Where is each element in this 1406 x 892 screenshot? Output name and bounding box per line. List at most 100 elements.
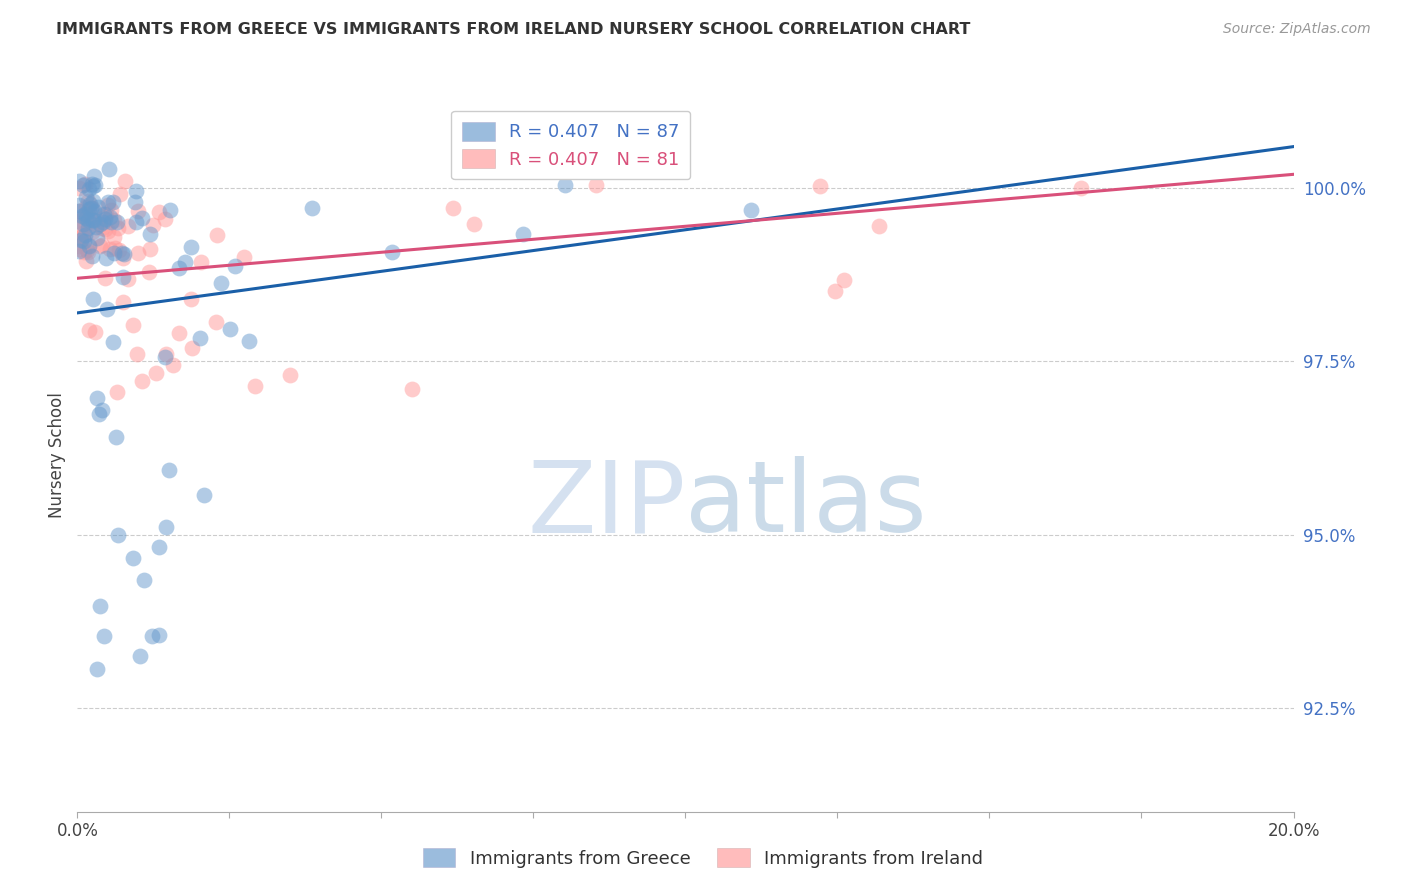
Legend: R = 0.407   N = 87, R = 0.407   N = 81: R = 0.407 N = 87, R = 0.407 N = 81 bbox=[451, 111, 690, 179]
Point bbox=[67, 204, 90, 219]
Point bbox=[82, 177, 104, 191]
Point bbox=[103, 246, 125, 260]
Point bbox=[124, 194, 146, 209]
Point bbox=[72, 178, 94, 192]
Point bbox=[77, 194, 100, 208]
Point bbox=[107, 221, 129, 235]
Point bbox=[73, 209, 96, 223]
Point bbox=[832, 273, 855, 287]
Point bbox=[180, 239, 202, 253]
Point bbox=[122, 551, 145, 566]
Point bbox=[94, 211, 117, 226]
Text: IMMIGRANTS FROM GREECE VS IMMIGRANTS FROM IRELAND NURSERY SCHOOL CORRELATION CHA: IMMIGRANTS FROM GREECE VS IMMIGRANTS FRO… bbox=[56, 22, 970, 37]
Point bbox=[67, 216, 90, 230]
Point bbox=[740, 202, 762, 217]
Point bbox=[87, 200, 110, 214]
Point bbox=[77, 238, 100, 252]
Point bbox=[67, 244, 90, 259]
Point bbox=[238, 334, 260, 349]
Point bbox=[100, 242, 122, 256]
Point bbox=[84, 219, 107, 234]
Point bbox=[75, 228, 97, 243]
Point bbox=[79, 197, 101, 211]
Point bbox=[142, 219, 165, 233]
Point bbox=[808, 179, 831, 194]
Point bbox=[94, 271, 117, 285]
Point bbox=[90, 403, 112, 417]
Point bbox=[76, 205, 98, 219]
Point bbox=[124, 215, 146, 229]
Text: Source: ZipAtlas.com: Source: ZipAtlas.com bbox=[1223, 22, 1371, 37]
Point bbox=[77, 202, 100, 216]
Point bbox=[103, 334, 125, 349]
Point bbox=[67, 173, 90, 187]
Point bbox=[139, 227, 162, 242]
Point bbox=[104, 241, 127, 255]
Point bbox=[278, 368, 301, 383]
Point bbox=[207, 228, 229, 243]
Point bbox=[141, 628, 163, 642]
Point bbox=[112, 294, 135, 309]
Point bbox=[67, 239, 90, 253]
Point bbox=[67, 181, 90, 195]
Point bbox=[73, 234, 96, 248]
Point bbox=[112, 247, 135, 261]
Point bbox=[155, 347, 177, 361]
Point bbox=[67, 231, 90, 245]
Point bbox=[155, 520, 177, 534]
Point bbox=[869, 219, 891, 233]
Point bbox=[97, 198, 120, 212]
Point bbox=[77, 213, 100, 227]
Point bbox=[148, 540, 170, 554]
Point bbox=[132, 573, 155, 587]
Point bbox=[83, 213, 105, 227]
Point bbox=[89, 239, 111, 253]
Point bbox=[83, 169, 105, 183]
Point bbox=[83, 217, 105, 231]
Point bbox=[77, 238, 100, 252]
Point bbox=[301, 202, 323, 216]
Point bbox=[129, 649, 152, 664]
Point bbox=[89, 599, 111, 613]
Point bbox=[86, 391, 108, 405]
Point bbox=[73, 225, 96, 239]
Point bbox=[463, 217, 485, 231]
Point bbox=[76, 190, 98, 204]
Point bbox=[87, 407, 110, 421]
Text: atlas: atlas bbox=[686, 457, 927, 553]
Point bbox=[117, 219, 139, 233]
Point bbox=[127, 245, 149, 260]
Point bbox=[105, 215, 128, 229]
Point bbox=[585, 178, 607, 192]
Point bbox=[75, 178, 97, 192]
Point bbox=[82, 292, 104, 306]
Point bbox=[73, 244, 96, 259]
Point bbox=[188, 331, 211, 345]
Point bbox=[1070, 181, 1092, 195]
Point bbox=[82, 179, 104, 194]
Point bbox=[82, 201, 104, 215]
Point bbox=[108, 243, 131, 257]
Point bbox=[101, 195, 124, 210]
Point bbox=[139, 242, 162, 256]
Point bbox=[73, 207, 96, 221]
Point bbox=[125, 347, 148, 361]
Point bbox=[100, 202, 122, 217]
Point bbox=[67, 214, 90, 228]
Point bbox=[114, 174, 136, 188]
Point bbox=[204, 315, 226, 329]
Point bbox=[80, 201, 103, 215]
Point bbox=[117, 271, 139, 285]
Point bbox=[77, 221, 100, 235]
Point bbox=[121, 318, 143, 332]
Point bbox=[104, 430, 127, 444]
Point bbox=[73, 217, 96, 231]
Point bbox=[107, 528, 129, 542]
Point bbox=[127, 203, 149, 218]
Point bbox=[91, 220, 114, 235]
Point bbox=[76, 243, 98, 257]
Point bbox=[190, 255, 212, 269]
Point bbox=[93, 215, 115, 229]
Point bbox=[70, 209, 93, 223]
Point bbox=[72, 217, 94, 231]
